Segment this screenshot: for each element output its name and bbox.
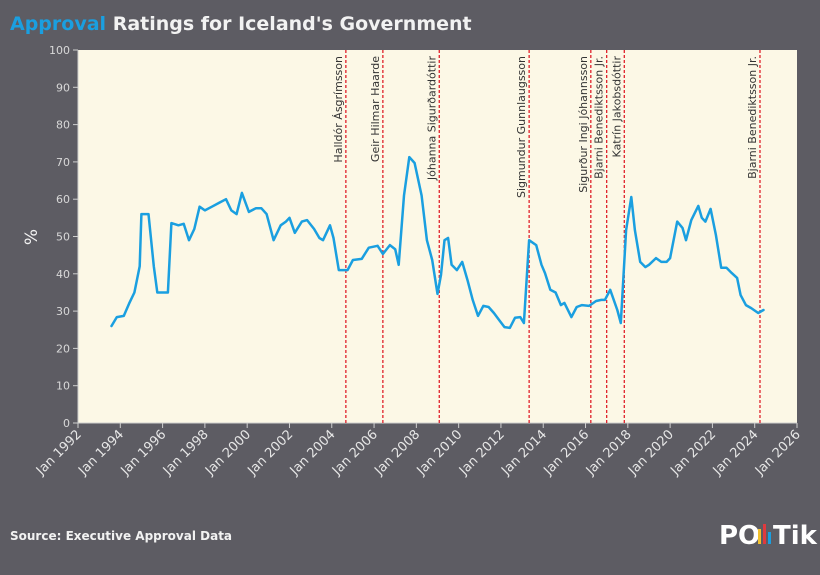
title-rest: Ratings for Iceland's Government	[113, 13, 472, 35]
annotation-label: Geir Hilmar Haarde	[369, 56, 382, 162]
annotation-label: Katrín Jakobsdóttir	[610, 56, 623, 158]
chart-title: Approval Ratings for Iceland's Governmen…	[10, 13, 472, 35]
y-tick-label: 10	[56, 380, 70, 393]
annotation-label: Sigurður Ingi Jóhannsson	[577, 56, 590, 193]
line-series	[110, 155, 765, 330]
y-tick-label: 60	[56, 193, 70, 206]
y-tick-label: 100	[49, 44, 70, 57]
y-tick-label: 80	[56, 119, 70, 132]
logo: PO Tik	[719, 521, 818, 551]
annotation-label: Sigmundur Gunnlaugsson	[515, 56, 528, 198]
logo-right: Tik	[773, 521, 818, 551]
y-tick-label: 50	[56, 231, 70, 244]
logo-left: PO	[719, 521, 760, 551]
logo-bar	[763, 524, 766, 544]
y-tick-label: 40	[56, 268, 70, 281]
logo-bar	[758, 529, 761, 544]
y-tick-label: 30	[56, 305, 70, 318]
annotation-label: Halldór Ásgrímsson	[332, 56, 345, 163]
title-highlight: Approval	[10, 13, 106, 35]
y-tick-label: 70	[56, 156, 70, 169]
y-tick-label: 20	[56, 342, 70, 355]
y-tick-label: 0	[63, 417, 70, 430]
plot-area	[78, 50, 797, 423]
annotation-label: Bjarni Benediktsson Jr.	[593, 56, 606, 179]
logo-bar	[768, 532, 771, 544]
y-tick-label: 90	[56, 81, 70, 94]
annotation-label: Jóhanna Sigurðardóttir	[425, 56, 438, 182]
source: Source: Executive Approval Data	[10, 529, 232, 543]
y-axis-label: %	[22, 229, 42, 245]
annotation-label: Bjarni Benediktsson Jr.	[746, 56, 759, 179]
